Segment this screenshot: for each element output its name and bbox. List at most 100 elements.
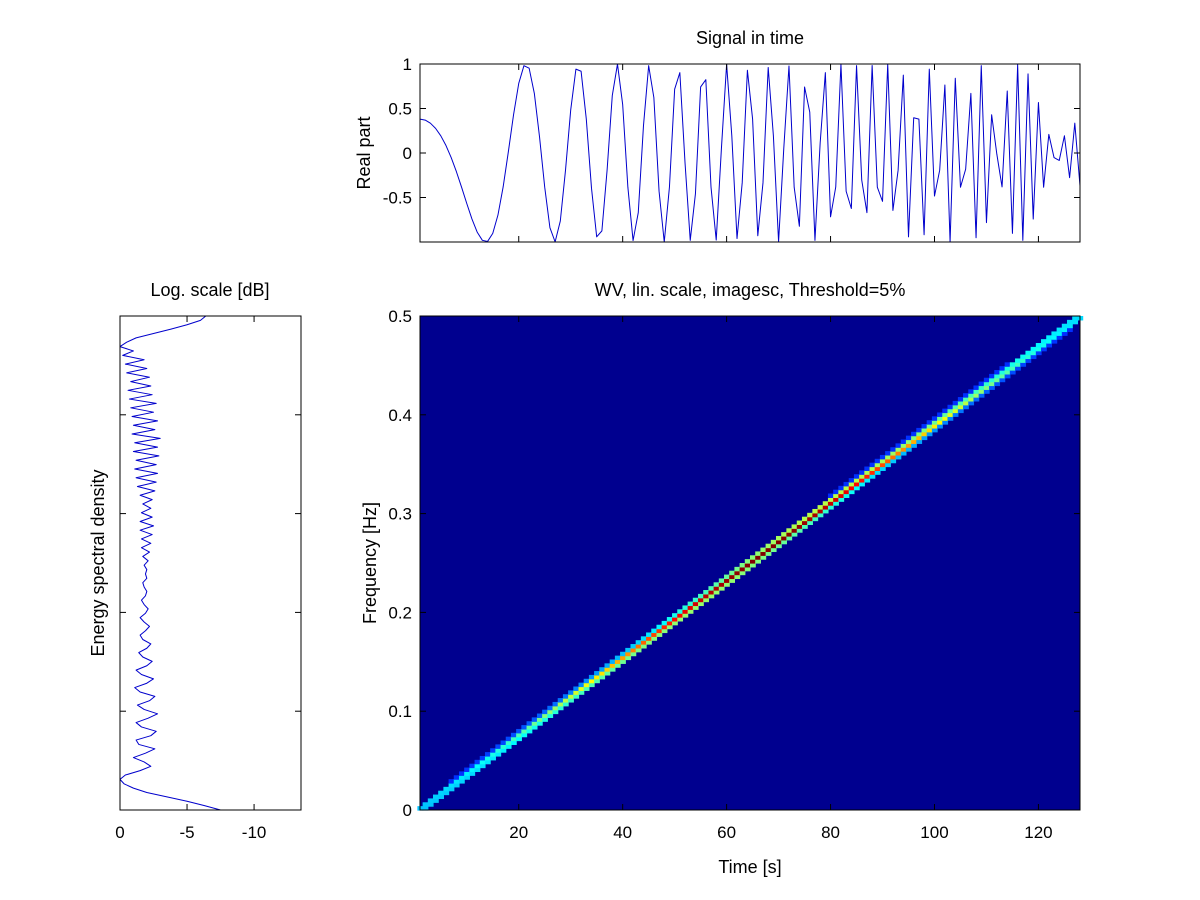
signal-ytick-label: 0.5	[388, 100, 412, 119]
wv-cell	[630, 651, 637, 657]
wv-cell	[801, 520, 808, 526]
wv-cell	[1020, 354, 1027, 360]
wv-cell	[978, 389, 985, 394]
wv-cell	[963, 397, 969, 402]
wv-cell	[536, 721, 543, 726]
wv-cell	[775, 539, 782, 545]
wv-cell	[692, 597, 699, 603]
wv-cell	[957, 404, 964, 410]
wv-ytick-label: 0.5	[388, 307, 412, 326]
wv-cell	[698, 593, 704, 599]
wv-cell	[464, 771, 470, 776]
wv-cell	[869, 462, 876, 468]
wv-cell	[646, 636, 652, 641]
wv-cell	[760, 547, 767, 553]
wv-cell	[1061, 323, 1068, 329]
wv-cell	[490, 752, 496, 757]
wv-cell	[838, 489, 845, 495]
wv-cell	[682, 609, 689, 614]
wv-cell	[879, 466, 886, 471]
wv-cell	[973, 389, 980, 394]
wv-cell	[931, 424, 938, 429]
wv-cell	[952, 408, 959, 414]
wv-cell	[755, 559, 761, 564]
wv-cell	[827, 497, 834, 502]
wv-cell	[1056, 335, 1063, 340]
wv-cell	[781, 539, 787, 545]
wv-cell	[604, 663, 611, 668]
wv-cell	[578, 686, 585, 691]
wv-cell	[656, 628, 663, 634]
wv-cell	[781, 532, 787, 537]
wv-cell	[1015, 362, 1021, 367]
wv-cell	[516, 736, 522, 742]
wv-cell	[484, 755, 491, 761]
wv-cell	[957, 408, 964, 414]
wv-cell	[848, 478, 855, 483]
wv-cell	[1046, 335, 1053, 340]
wv-cell	[614, 663, 621, 668]
signal-ylabel: Real part	[354, 116, 374, 189]
spectrum-plot: 0 -5 -10 Log. scale [dB] Energy spectral d…	[88, 280, 302, 842]
wv-cell	[900, 447, 907, 452]
wv-cell	[536, 717, 543, 722]
wv-cell	[1046, 339, 1053, 344]
wv-cell	[968, 400, 975, 406]
wv-cell	[734, 574, 741, 580]
signal-plot: -0.5 0 0.5 1 Signal in time Real part	[354, 28, 1081, 243]
wv-cell	[947, 416, 954, 421]
wv-cell	[1009, 366, 1016, 371]
wv-cell	[469, 767, 476, 773]
signal-series-line	[419, 63, 1081, 243]
wv-cell	[708, 586, 715, 591]
wv-cell	[490, 755, 496, 761]
wv-cell	[661, 620, 668, 626]
wv-cell	[547, 709, 554, 715]
wv-cell	[770, 539, 777, 545]
wv-cell	[827, 501, 834, 506]
wv-cell	[427, 798, 434, 803]
wv-cell	[890, 454, 897, 460]
wv-cell	[999, 370, 1006, 375]
wv-cell	[604, 667, 611, 672]
wv-cell	[1056, 331, 1063, 336]
wv-cell	[760, 551, 767, 556]
wv-cell	[500, 744, 507, 749]
wv-cell	[942, 408, 949, 414]
wv-cell	[573, 694, 580, 699]
wv-cell	[1061, 331, 1068, 336]
wv-ytick-label: 0.1	[388, 702, 412, 721]
wv-cell	[952, 400, 959, 406]
wv-cell	[724, 574, 730, 580]
wv-cell	[443, 790, 450, 796]
wv-cell	[432, 798, 439, 803]
wv-cell	[594, 671, 600, 676]
wv-cell	[1004, 362, 1011, 367]
wv-cell	[812, 516, 819, 522]
wv-cell	[599, 674, 606, 680]
wv-cell	[931, 427, 938, 433]
wv-cell	[770, 547, 777, 553]
wv-xtick-label: 80	[821, 823, 840, 842]
wv-cell	[708, 590, 715, 595]
wv-cell	[1004, 366, 1011, 371]
wv-cell	[490, 748, 496, 753]
wv-cell	[1004, 373, 1011, 379]
wv-cell	[890, 451, 897, 456]
wv-cell	[588, 678, 595, 684]
wv-cell	[729, 574, 736, 580]
wv-cell	[1009, 362, 1016, 367]
wv-cell	[526, 721, 533, 726]
wv-cell	[677, 613, 684, 618]
wv-cell	[672, 613, 678, 618]
wv-cell	[879, 458, 886, 464]
wv-cell	[807, 512, 813, 518]
wv-cell	[531, 725, 538, 730]
wv-cell	[1035, 350, 1042, 356]
wv-cell	[885, 458, 891, 464]
wv-cell	[729, 578, 736, 583]
wv-cell	[557, 705, 564, 711]
wv-cell	[989, 381, 995, 387]
wv-cell	[484, 759, 491, 765]
